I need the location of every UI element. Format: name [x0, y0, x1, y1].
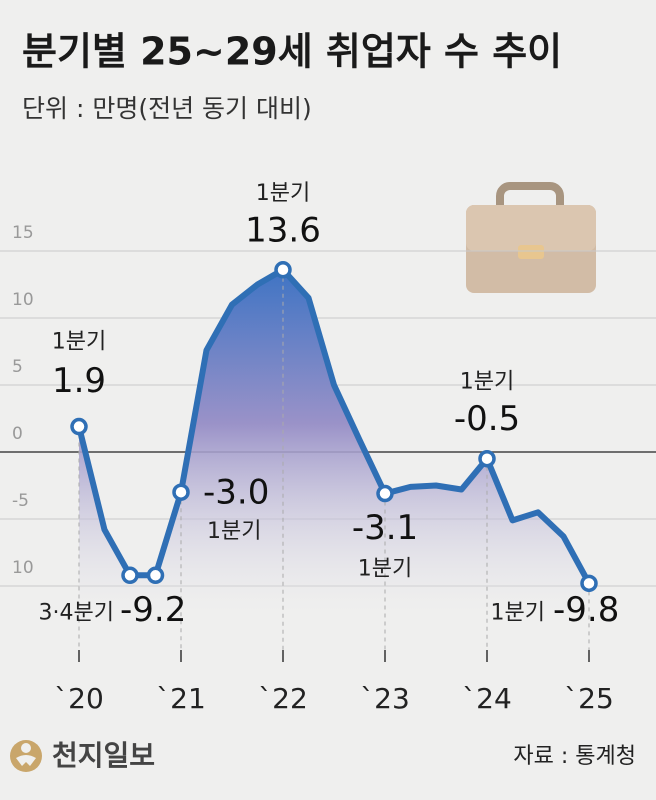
- x-tick-label: `25: [564, 682, 614, 715]
- marker: [274, 261, 292, 279]
- y-tick-label: 15: [12, 223, 34, 243]
- marker: [146, 566, 165, 585]
- x-tick-label: `23: [360, 682, 410, 715]
- value-label: 13.6: [245, 210, 321, 250]
- y-tick-label: 5: [12, 357, 23, 377]
- x-tick-label: `20: [54, 682, 104, 715]
- y-tick-label: -5: [12, 491, 29, 511]
- y-tick-label: 0: [12, 424, 23, 444]
- period-label: 1분기: [256, 181, 310, 206]
- x-tick-label: `22: [258, 682, 308, 715]
- value-label: -0.5: [454, 399, 520, 439]
- chart-title: 분기별 25~29세 취업자 수 추이: [22, 30, 562, 74]
- marker: [172, 483, 190, 501]
- period-label: 1분기: [207, 519, 261, 544]
- period-label: 1분기: [460, 370, 514, 395]
- x-tick-label: `24: [462, 682, 512, 715]
- marker: [121, 566, 139, 585]
- y-tick-label: 10: [12, 558, 34, 578]
- value-label: 1.9: [52, 361, 106, 401]
- period-label: 1분기: [52, 330, 106, 355]
- value-label: -3.0: [203, 473, 269, 513]
- logo-text: 천지일보: [52, 739, 155, 772]
- logo: 천지일보: [10, 739, 155, 772]
- y-tick-label: 10: [12, 290, 34, 310]
- marker: [70, 417, 88, 436]
- marker: [376, 484, 394, 503]
- period-label: 1분기: [491, 600, 545, 625]
- value-label: -9.2: [120, 590, 186, 630]
- period-label: 1분기: [358, 557, 412, 582]
- source: 자료 : 통계청: [513, 744, 636, 769]
- briefcase-icon: [466, 182, 596, 293]
- marker: [478, 449, 496, 468]
- value-label: -9.8: [553, 590, 619, 630]
- x-tick-label: `21: [156, 682, 206, 715]
- chart-subtitle: 단위 : 만명(전년 동기 대비): [22, 94, 312, 123]
- period-label: 3·4분기: [39, 600, 114, 625]
- value-label: -3.1: [352, 508, 418, 548]
- marker: [580, 574, 598, 593]
